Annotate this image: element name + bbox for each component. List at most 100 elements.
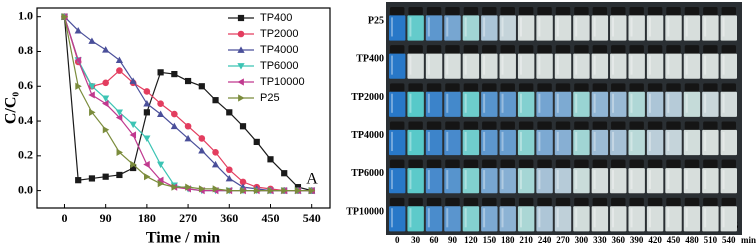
marker bbox=[184, 77, 192, 85]
vial-cap bbox=[666, 7, 681, 16]
marker bbox=[130, 164, 137, 172]
x-tick-label: 540 bbox=[303, 211, 321, 225]
marker bbox=[184, 122, 192, 130]
vial-shine bbox=[685, 93, 688, 113]
time-label: 300 bbox=[575, 235, 589, 245]
time-label: 60 bbox=[430, 235, 440, 245]
marker bbox=[88, 83, 96, 90]
vial-cap bbox=[390, 7, 405, 16]
vial-shine bbox=[704, 208, 707, 228]
vial-body bbox=[407, 206, 424, 232]
vial-cap bbox=[518, 159, 534, 169]
vial-body bbox=[462, 15, 480, 41]
vial-body bbox=[517, 91, 535, 117]
vial-body bbox=[628, 168, 645, 194]
marker bbox=[170, 122, 178, 130]
vial-cap bbox=[408, 159, 423, 169]
vial-cap bbox=[426, 159, 442, 169]
vial-body bbox=[665, 15, 682, 41]
time-label: 480 bbox=[685, 235, 699, 245]
marker bbox=[212, 97, 219, 104]
y-tick-label: 0.0 bbox=[18, 182, 33, 196]
marker bbox=[143, 88, 151, 95]
vial-shine bbox=[483, 208, 486, 228]
vial-body bbox=[628, 206, 645, 232]
vial-body bbox=[720, 168, 737, 194]
vial-shine bbox=[667, 17, 670, 37]
vial-cap bbox=[408, 83, 423, 92]
vial-cap bbox=[445, 121, 460, 130]
vial-shine bbox=[519, 170, 522, 190]
vial-shine bbox=[593, 170, 596, 190]
vial-body bbox=[683, 15, 701, 41]
vial-cap bbox=[684, 159, 700, 169]
marker bbox=[253, 187, 261, 195]
vial-shine bbox=[648, 17, 651, 37]
vial-cap bbox=[592, 7, 608, 16]
vial-cap bbox=[390, 121, 405, 130]
marker bbox=[130, 160, 137, 169]
marker bbox=[115, 56, 124, 64]
marker bbox=[237, 78, 244, 86]
marker bbox=[89, 108, 96, 116]
vial-cap bbox=[574, 83, 589, 92]
marker bbox=[157, 110, 165, 117]
vial-body bbox=[646, 206, 664, 232]
vial-shine bbox=[667, 131, 670, 151]
vial-shine bbox=[519, 17, 522, 37]
vial-cap bbox=[666, 197, 681, 207]
vial-shine bbox=[446, 55, 449, 75]
vial-cap bbox=[592, 159, 608, 169]
time-label: 0 bbox=[395, 235, 400, 245]
vial-cap bbox=[555, 45, 571, 54]
marker bbox=[267, 187, 275, 195]
vial-cap bbox=[500, 45, 515, 54]
marker bbox=[143, 135, 151, 143]
vial-body bbox=[702, 206, 719, 232]
marker bbox=[75, 177, 82, 184]
time-label: 90 bbox=[448, 235, 458, 245]
marker bbox=[129, 77, 137, 84]
marker bbox=[171, 110, 178, 118]
vial-cap bbox=[647, 121, 663, 130]
vial-body bbox=[591, 15, 609, 41]
vial-shine bbox=[630, 55, 633, 75]
vial-shine bbox=[483, 17, 486, 37]
marker bbox=[239, 178, 247, 186]
vial-cap bbox=[592, 83, 608, 92]
vial-body bbox=[665, 91, 682, 117]
vial-body bbox=[536, 129, 553, 156]
marker bbox=[116, 171, 123, 179]
vial-cap bbox=[611, 83, 626, 92]
marker bbox=[115, 109, 124, 116]
vial-body bbox=[610, 91, 627, 117]
vial-body bbox=[536, 53, 553, 79]
y-tick-label: 0.6 bbox=[18, 78, 33, 92]
vial-cap bbox=[445, 7, 460, 16]
vial-shine bbox=[501, 131, 504, 151]
x-tick-label: 360 bbox=[220, 211, 238, 225]
marker bbox=[102, 100, 109, 108]
time-label: 360 bbox=[612, 235, 626, 245]
vial-shine bbox=[593, 131, 596, 151]
vial-shine bbox=[464, 208, 467, 228]
time-label: 180 bbox=[501, 235, 515, 245]
vial-shine bbox=[464, 17, 467, 37]
vial-shine bbox=[446, 17, 449, 37]
legend-label: TP6000 bbox=[260, 60, 299, 72]
vial-shine bbox=[722, 17, 725, 37]
marker bbox=[226, 109, 233, 116]
vial-body bbox=[444, 15, 461, 41]
vial-shine bbox=[391, 170, 393, 190]
marker bbox=[212, 185, 220, 193]
vial-shine bbox=[483, 131, 486, 151]
vial-shine bbox=[446, 170, 449, 190]
vial-shine bbox=[648, 55, 651, 75]
vial-cap bbox=[390, 45, 405, 54]
marker bbox=[225, 166, 233, 174]
vial-cap bbox=[537, 83, 552, 92]
vial-cap bbox=[703, 197, 718, 207]
vial-shine bbox=[446, 208, 449, 228]
vial-cap bbox=[482, 45, 497, 54]
vial-body bbox=[683, 129, 701, 156]
